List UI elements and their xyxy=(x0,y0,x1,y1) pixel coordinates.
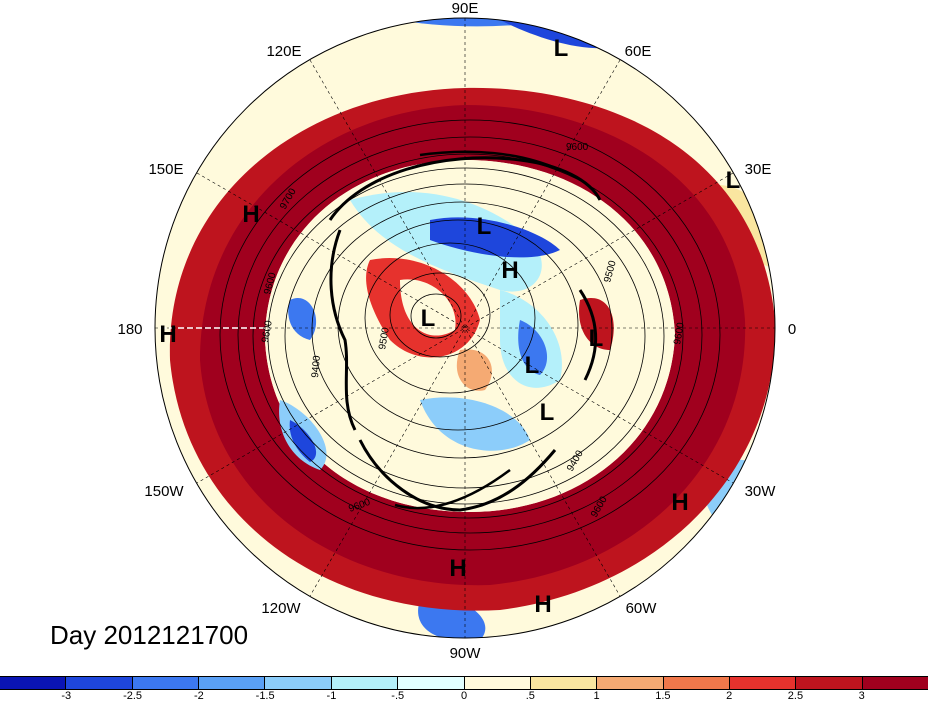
colorbar-swatch xyxy=(66,677,133,689)
lon-label-30w: 30W xyxy=(745,483,777,500)
colorbar-tick-label: -2 xyxy=(193,690,204,702)
contour-label: 9600 xyxy=(672,321,687,345)
colorbar-tick-label: 1.5 xyxy=(655,690,671,702)
lon-label-120e: 120E xyxy=(266,43,301,60)
longitude-labels: 90E 60E 30E 0 30W 60W 90W 120W 150W 180 … xyxy=(117,0,796,662)
colorbar-swatch xyxy=(132,677,200,689)
graticule xyxy=(154,17,776,639)
colorbar-tick-label: 2.5 xyxy=(787,690,804,702)
high-marker: H xyxy=(501,257,518,284)
contour-label: 9400 xyxy=(310,355,323,379)
high-marker: H xyxy=(449,555,466,582)
height-contours xyxy=(219,119,721,551)
low-marker: L xyxy=(554,35,569,62)
colorbar-swatch xyxy=(398,677,465,689)
colorbar-tick-label: 2 xyxy=(726,690,733,702)
colorbar-tick-label: 3 xyxy=(858,690,865,702)
colorbar-swatch xyxy=(796,677,863,689)
lon-label-60e: 60E xyxy=(625,43,652,60)
colorbar-tick-label: -1 xyxy=(326,690,337,702)
low-marker: L xyxy=(726,167,741,194)
lon-label-90w: 90W xyxy=(450,645,482,662)
lon-label-60w: 60W xyxy=(626,600,658,617)
contour-label: 9600 xyxy=(566,142,589,153)
colorbar-swatch xyxy=(729,677,797,689)
colorbar-swatch xyxy=(597,677,664,689)
colorbar-swatch xyxy=(663,677,730,689)
low-marker: L xyxy=(589,325,604,352)
high-marker: H xyxy=(159,321,176,348)
low-marker: L xyxy=(477,213,492,240)
colorbar-tick-label: .5 xyxy=(525,690,535,702)
anomaly-field xyxy=(155,18,775,638)
day-title: Day 2012121700 xyxy=(50,620,249,650)
colorbar-swatch xyxy=(530,677,598,689)
colorbar-tick-label: -1.5 xyxy=(255,690,275,702)
colorbar-swatch xyxy=(331,677,399,689)
low-marker: L xyxy=(540,399,555,426)
lon-label-180: 180 xyxy=(117,321,142,338)
high-marker: H xyxy=(671,489,688,516)
lon-label-120w: 120W xyxy=(261,600,301,617)
high-marker: H xyxy=(242,201,259,228)
colorbar-tick-label: 1 xyxy=(593,690,600,702)
colorbar-tick-label: -3 xyxy=(61,690,72,702)
high-marker: H xyxy=(534,591,551,618)
low-marker: L xyxy=(421,305,436,332)
low-marker: L xyxy=(525,352,540,379)
colorbar-tick-label: -2.5 xyxy=(123,690,143,702)
colorbar-swatch xyxy=(199,677,266,689)
lon-label-150e: 150E xyxy=(148,161,183,178)
colorbar-swatch xyxy=(464,677,531,689)
colorbar-tick-label: 0 xyxy=(460,690,468,702)
contour-label: 9500 xyxy=(377,326,392,350)
pressure-system-markers: L L H L H L L L H H H H L xyxy=(159,35,740,618)
colorbar-swatch xyxy=(265,677,332,689)
colorbar xyxy=(0,676,928,690)
contour-label: 9600 xyxy=(260,319,275,343)
lon-label-30e: 30E xyxy=(745,161,772,178)
colorbar-swatch xyxy=(0,677,67,689)
colorbar-tick-labels: -3 -2.5 -2 -1.5 -1 -.5 0 .5 1 1.5 2 2.5 3 xyxy=(0,690,928,702)
lon-label-0: 0 xyxy=(788,321,796,338)
colorbar-tick-label: -.5 xyxy=(391,690,405,702)
lon-label-150w: 150W xyxy=(144,483,184,500)
colorbar-swatch xyxy=(862,677,928,689)
lon-label-90e: 90E xyxy=(452,0,479,17)
